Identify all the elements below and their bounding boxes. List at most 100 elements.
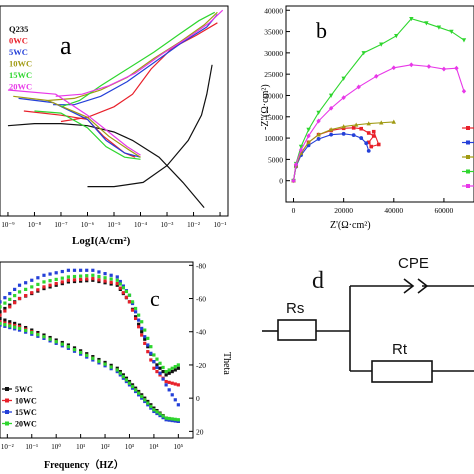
c-modulus-point-20WC: [146, 401, 150, 405]
c-phase-point-20WC: [170, 366, 174, 370]
c-phase-point-20WC: [173, 365, 177, 369]
c-modulus-point-20WC: [130, 384, 135, 389]
rt-label: Rt: [392, 341, 408, 358]
c-phase-point-10WC: [54, 281, 58, 286]
c-phase-point-10WC: [115, 281, 119, 286]
c-phase-point-5WC: [8, 303, 12, 307]
panel-c-letter: c: [150, 286, 160, 311]
c-phase-point-5WC: [66, 280, 71, 284]
c-modulus-point-5WC: [97, 357, 101, 362]
c-modulus-point-15WC: [60, 344, 64, 348]
c-phase-point-15WC: [109, 273, 113, 277]
c-phase-point-20WC: [3, 301, 7, 305]
c-phase-point-10WC: [0, 313, 2, 317]
c-phase-point-15WC: [170, 393, 174, 397]
c-modulus-point-10WC: [3, 321, 7, 325]
panel-b-letter: b: [316, 18, 327, 43]
c-phase-point-20WC: [133, 306, 138, 311]
c-modulus-point-15WC: [173, 419, 177, 423]
c-phase-point-15WC: [158, 371, 162, 375]
c-phase-point-10WC: [170, 381, 174, 385]
c-phase-point-10WC: [118, 286, 122, 290]
c-modulus-point-20WC: [85, 353, 89, 357]
c-modulus-point-15WC: [17, 328, 22, 332]
c-x-tick-label: 10⁵: [174, 443, 184, 451]
c-modulus-point-15WC: [143, 399, 147, 404]
b-point-green: [461, 38, 467, 43]
c-modulus-point-5WC: [103, 360, 107, 365]
panel-b-xlabel: Z'(Ω·cm²): [330, 220, 371, 231]
b-y-tick-label: 10000: [264, 134, 283, 143]
c-modulus-point-20WC: [13, 325, 17, 329]
c-modulus-point-15WC: [140, 396, 144, 400]
a-legend-item: 0WC: [9, 36, 28, 46]
b-y-tick-label: 20000: [264, 91, 283, 100]
c-phase-point-10WC: [155, 369, 159, 374]
c-modulus-point-20WC: [8, 324, 12, 328]
b-point-olive: [353, 122, 359, 127]
c-phase-point-20WC: [66, 275, 71, 279]
c-phase-point-10WC: [8, 305, 12, 309]
panel-a-x-ticks: 10⁻⁹ 10⁻⁸ 10⁻⁷ 10⁻⁶ 10⁻⁵ 10⁻⁴ 10⁻³ 10⁻² 10⁻¹: [1, 212, 226, 229]
c-modulus-point-20WC: [164, 416, 168, 420]
c-phase-point-20WC: [97, 274, 101, 279]
c-phase-point-10WC: [121, 291, 125, 295]
c-phase-point-5WC: [103, 281, 107, 285]
c-modulus-point-5WC: [149, 403, 153, 407]
a-cathodic-curve-10WC: [13, 95, 141, 158]
c-modulus-point-5WC: [8, 320, 12, 324]
c-modulus-point-5WC: [30, 328, 34, 332]
c-modulus-point-15WC: [103, 364, 107, 368]
c-y-tick-label: -60: [196, 295, 206, 304]
cpe-label: CPE: [398, 255, 429, 272]
c-phase-point-10WC: [97, 278, 101, 282]
c-phase-point-15WC: [66, 268, 71, 272]
b-point-magenta: [306, 133, 311, 139]
c-phase-point-20WC: [0, 305, 2, 309]
c-modulus-point-20WC: [103, 362, 107, 366]
c-phase-point-20WC: [140, 320, 144, 324]
c-modulus-point-20WC: [48, 337, 52, 341]
c-phase-point-10WC: [17, 296, 22, 301]
c-x-tick-label: 10²: [100, 443, 109, 451]
c-phase-point-20WC: [137, 313, 141, 317]
rt-resistor: [371, 360, 433, 383]
b-point-red: [376, 142, 381, 147]
b-point-green: [424, 21, 429, 26]
c-phase-point-20WC: [54, 277, 58, 282]
a-x-tick-label: 10⁻⁶: [81, 221, 95, 229]
c-modulus-point-10WC: [8, 322, 12, 326]
panel-c-frame: [0, 261, 194, 439]
c-modulus-point-15WC: [146, 403, 150, 407]
c-phase-point-20WC: [176, 363, 180, 367]
c-y-tick-label: -80: [196, 261, 206, 270]
panel-c-ylabel-right: Theta: [221, 352, 232, 375]
c-phase-point-20WC: [109, 277, 113, 281]
c-phase-point-20WC: [72, 274, 77, 279]
c-modulus-point-15WC: [3, 324, 7, 328]
b-point-blue: [364, 141, 369, 146]
c-phase-point-5WC: [54, 283, 58, 287]
c-phase-point-15WC: [146, 343, 150, 347]
c-legend-marker-20WC: [5, 421, 9, 426]
c-phase-point-15WC: [155, 365, 159, 370]
c-modulus-point-15WC: [66, 346, 71, 350]
panel-a-curves: [7, 9, 224, 208]
c-phase-point-10WC: [30, 291, 34, 295]
b-point-red: [366, 131, 371, 135]
c-phase-point-5WC: [167, 371, 171, 375]
c-modulus-point-20WC: [115, 368, 119, 372]
c-modulus-point-15WC: [97, 361, 101, 365]
c-phase-point-20WC: [158, 361, 162, 365]
b-point-magenta: [374, 73, 379, 79]
b-point-blue: [316, 137, 321, 141]
b-point-green: [306, 127, 311, 132]
a-x-tick-label: 10⁻²: [187, 221, 200, 229]
a-cathodic-curve-20WC: [7, 89, 141, 156]
b-point-red: [359, 126, 363, 131]
c-phase-point-15WC: [118, 279, 122, 284]
c-modulus-point-20WC: [24, 328, 28, 333]
c-phase-point-20WC: [60, 276, 64, 280]
b-point-blue: [329, 132, 334, 137]
a-x-tick-label: 10⁻¹: [214, 221, 227, 229]
